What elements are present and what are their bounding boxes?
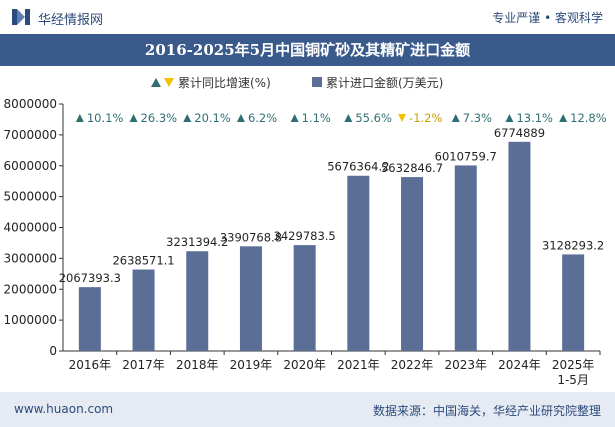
footer-website: www.huaon.com (14, 402, 114, 416)
x-tick-label: 2018年 (176, 358, 219, 372)
growth-rate-label: 6.2% (248, 111, 277, 125)
bar (347, 175, 370, 351)
y-tick-label: 4000000 (4, 221, 57, 235)
x-tick-label: 2017年 (122, 358, 165, 372)
legend: 累计同比增速(%) 累计进口金额(万美元) (0, 74, 615, 94)
brand-name: 华经情报网 (38, 13, 104, 28)
tagline: 专业严谨 • 客观科学 (492, 11, 603, 25)
y-tick-label: 6000000 (4, 159, 57, 173)
bar (78, 287, 101, 351)
bar (401, 177, 424, 351)
growth-up-icon (505, 114, 514, 122)
header: 华经情报网 专业严谨 • 客观科学 (0, 0, 615, 34)
growth-up-icon (75, 114, 84, 122)
growth-down-icon (398, 114, 407, 122)
x-tick-label: 2024年 (498, 358, 541, 372)
x-tick-label: 2022年 (391, 358, 434, 372)
legend-amount-swatch (312, 77, 322, 87)
title-bar: 2016-2025年5月中国铜矿砂及其精矿进口金额 (0, 34, 615, 66)
bar (132, 269, 155, 351)
legend-growth: 累计同比增速(%) (150, 74, 271, 91)
growth-up-icon (129, 114, 138, 122)
x-tick-label: 2021年 (337, 358, 380, 372)
growth-arrows-icon (151, 78, 174, 87)
bar (562, 254, 585, 351)
y-tick-label: 7000000 (4, 128, 57, 142)
growth-up-icon (451, 114, 460, 122)
y-tick-label: 2000000 (4, 282, 57, 296)
bar (293, 245, 316, 351)
x-tick-label: 2020年 (283, 358, 326, 372)
y-tick-label: 0 (49, 344, 57, 358)
chart-title: 2016-2025年5月中国铜矿砂及其精矿进口金额 (144, 41, 471, 59)
growth-rate-label: 26.3% (141, 111, 178, 125)
x-tick-label: 2019年 (230, 358, 273, 372)
bar-value-label: 2067393.3 (59, 271, 121, 285)
growth-rate-label: 12.8% (570, 111, 607, 125)
growth-up-icon (183, 114, 192, 122)
huajing-logo-icon (12, 9, 30, 25)
legend-amount: 累计进口金额(万美元) (312, 74, 443, 91)
x-tick-label: 2023年 (444, 358, 487, 372)
legend-amount-label: 累计进口金额(万美元) (326, 76, 444, 90)
growth-rate-label: 7.3% (463, 111, 492, 125)
bar-value-label: 5676364.2 (327, 160, 389, 174)
bar-value-label: 5632846.7 (381, 161, 443, 175)
y-tick-label: 8000000 (4, 97, 57, 111)
legend-growth-label: 累计同比增速(%) (178, 76, 271, 90)
x-tick-label: 1-5月 (557, 373, 589, 387)
footer-source: 数据来源：中国海关，华经产业研究院整理 (372, 404, 601, 418)
bar-value-label: 6774889 (494, 126, 545, 140)
x-tick-label: 2016年 (69, 358, 112, 372)
bar-value-label: 6010759.7 (435, 149, 497, 163)
growth-up-icon (236, 114, 245, 122)
y-tick-label: 5000000 (4, 190, 57, 204)
y-tick-label: 3000000 (4, 251, 57, 265)
bar (239, 246, 262, 351)
growth-rate-label: 20.1% (194, 111, 231, 125)
growth-rate-label: 1.1% (302, 111, 331, 125)
bar (508, 141, 531, 351)
bar-value-label: 3128293.2 (542, 238, 604, 252)
growth-rate-label: -1.2% (409, 111, 442, 125)
bar-value-label: 3231394.2 (166, 235, 228, 249)
growth-up-icon (290, 114, 299, 122)
bar-value-label: 3429783.5 (274, 229, 336, 243)
growth-rate-label: 55.6% (355, 111, 392, 125)
growth-rate-label: 13.1% (516, 111, 553, 125)
bar-chart: 0 1000000 2000000 3000000 4000000 5000000 6000… (4, 97, 607, 387)
growth-up-icon (559, 114, 568, 122)
y-tick-label: 1000000 (4, 313, 57, 327)
x-tick-label: 2025年 (552, 358, 595, 372)
bar-value-label: 3390768.8 (220, 230, 282, 244)
bar-value-label: 2638571.1 (112, 254, 174, 268)
growth-up-icon (344, 114, 353, 122)
bar (186, 251, 209, 351)
footer: www.huaon.com 数据来源：中国海关，华经产业研究院整理 (0, 392, 615, 427)
growth-rate-label: 10.1% (87, 111, 124, 125)
bar (454, 165, 477, 351)
